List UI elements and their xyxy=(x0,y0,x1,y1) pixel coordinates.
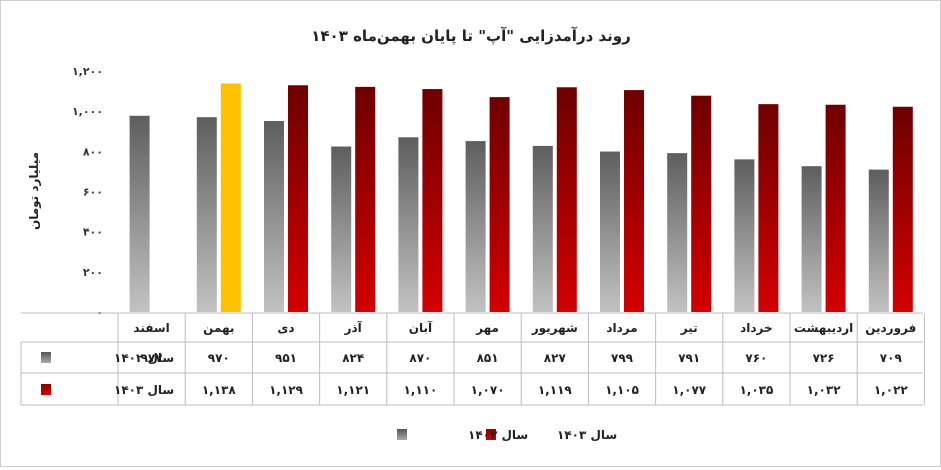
data-label-1403: ۱,۱۱۰ xyxy=(403,383,437,397)
bar-1403 xyxy=(556,87,577,312)
data-label-1403: ۱,۱۰۵ xyxy=(605,383,639,397)
data-label-1402: ۸۵۱ xyxy=(477,351,499,365)
legend-label-1402: سال ۱۴۰۲ xyxy=(468,428,528,442)
bar-1403 xyxy=(288,85,308,313)
data-label-1403: ۱,۱۳۸ xyxy=(202,383,237,397)
legend: سال ۱۴۰۳ سال ۱۴۰۲ xyxy=(397,428,617,442)
data-label-1402: ۷۰۹ xyxy=(880,351,903,365)
y-tick-label: ۱,۰۰۰ xyxy=(72,105,103,118)
category-label: اسفند xyxy=(133,321,169,335)
bar-1402 xyxy=(331,146,352,312)
y-tick-label: ۲۰۰ xyxy=(83,266,103,279)
category-label: اردیبهشت xyxy=(794,321,853,335)
data-label-1403: ۱,۰۷۷ xyxy=(672,383,707,397)
row-series-name-1402: سال ۱۴۰۲ xyxy=(114,351,174,365)
bar-1403 xyxy=(355,86,376,312)
bar-1403 xyxy=(624,90,644,313)
data-label-1403: ۱,۰۲۲ xyxy=(874,383,909,397)
data-label-1402: ۷۹۹ xyxy=(611,351,634,365)
bar-1402 xyxy=(868,169,889,312)
category-label: فروردین xyxy=(865,321,916,336)
bar-1402 xyxy=(398,137,419,312)
bar-1402 xyxy=(600,151,620,312)
bar-1403 xyxy=(489,97,510,312)
data-label-1403: ۱,۱۲۹ xyxy=(269,383,304,397)
data-label-1403: ۱,۱۱۹ xyxy=(538,383,573,397)
data-label-1403: ۱,۰۷۰ xyxy=(471,383,505,397)
bar-1403 xyxy=(825,104,846,313)
category-label: مهر xyxy=(475,321,499,335)
legend-swatch-1403 xyxy=(486,429,496,440)
bar-1403 xyxy=(758,104,779,312)
y-tick-label: ۴۰۰ xyxy=(83,226,103,239)
data-label-1402: ۹۵۱ xyxy=(275,351,297,365)
category-label: دی xyxy=(277,321,294,335)
row-series-name-1403: سال ۱۴۰۳ xyxy=(114,383,174,397)
bar-1402 xyxy=(801,166,822,312)
bar-1402 xyxy=(734,159,755,312)
bar-1402 xyxy=(532,145,553,312)
bar-1402 xyxy=(667,153,688,312)
data-label-1402: ۸۲۴ xyxy=(342,351,364,365)
y-tick-label: ۶۰۰ xyxy=(83,186,103,199)
legend-swatch-1402 xyxy=(397,429,407,440)
bar-1403 xyxy=(691,95,712,312)
data-label-1402: ۸۲۷ xyxy=(544,351,567,365)
data-label-1402: ۹۷۷ xyxy=(141,351,164,365)
bar-1403 xyxy=(892,106,913,312)
bar-1402 xyxy=(264,121,284,312)
chart-title: روند درآمدزایی "آپ" تا پایان بهمن‌ماه ۱۴… xyxy=(311,27,631,46)
data-label-1403: ۱,۱۲۱ xyxy=(336,383,370,397)
data-label-1402: ۷۹۱ xyxy=(678,351,700,365)
data-label-1402: ۷۲۶ xyxy=(813,351,835,365)
bar-1402 xyxy=(196,117,217,312)
data-label-1402: ۸۷۰ xyxy=(409,351,431,365)
bar-1403 xyxy=(422,89,443,312)
data-label-1402: ۹۷۰ xyxy=(208,351,230,365)
y-tick-label: ۱,۲۰۰ xyxy=(72,65,103,78)
row-swatch-1403 xyxy=(41,384,51,395)
category-label: بهمن xyxy=(203,321,234,335)
category-label: شهریور xyxy=(531,321,578,336)
data-label-1403: ۱,۰۳۲ xyxy=(807,383,842,397)
row-swatch-1402 xyxy=(41,352,51,363)
y-tick-label: ۸۰۰ xyxy=(83,145,103,158)
data-label-1403: ۱,۰۳۵ xyxy=(739,383,773,397)
category-label: آذر xyxy=(344,320,363,335)
category-label: آبان xyxy=(409,320,433,335)
category-label: مرداد xyxy=(606,321,637,335)
bar-1402 xyxy=(129,115,150,313)
y-axis-label: میلیارد تومان xyxy=(27,152,42,230)
data-label-1402: ۷۶۰ xyxy=(745,351,767,365)
bar-1403 xyxy=(220,83,241,313)
category-label: تیر xyxy=(680,321,698,335)
bar-1402 xyxy=(465,141,486,312)
legend-label-1403: سال ۱۴۰۳ xyxy=(557,428,617,442)
category-label: خرداد xyxy=(740,321,773,335)
